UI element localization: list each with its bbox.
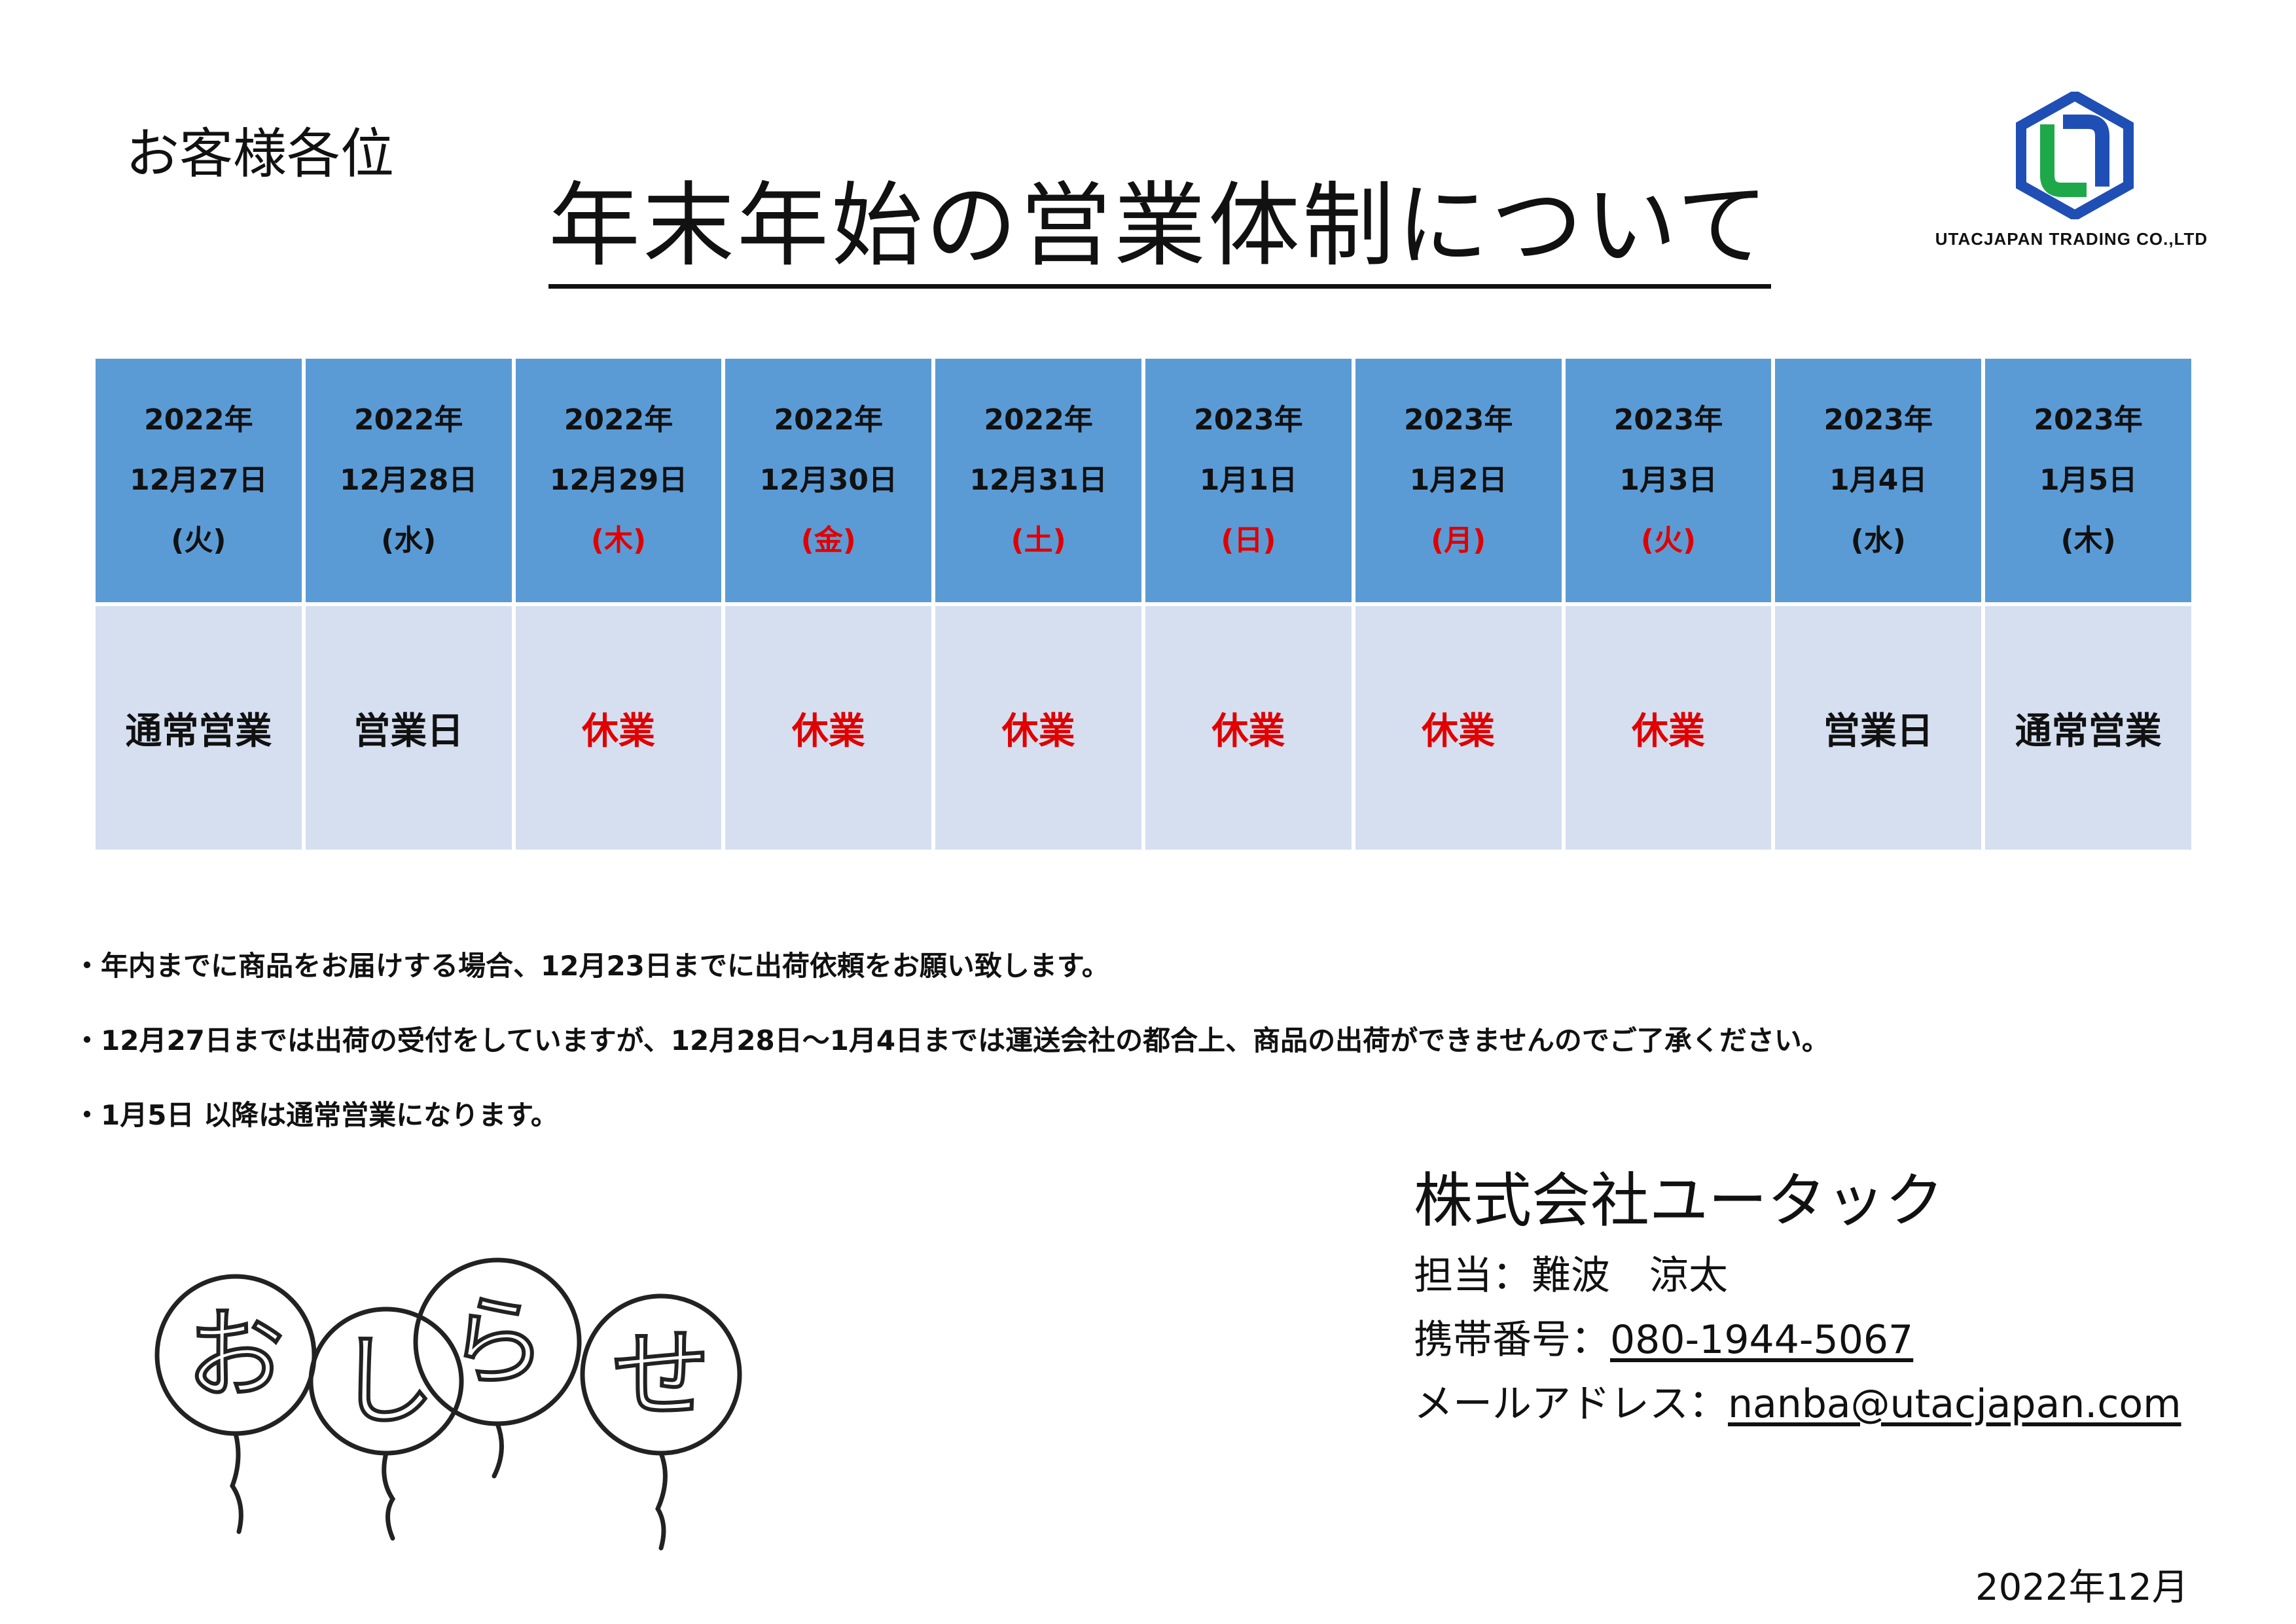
- status-cell: 休業: [725, 606, 932, 850]
- company-logo: UTACJAPAN TRADING CO.,LTD: [1918, 92, 2225, 255]
- schedule-date-row: 2022年 12月27日 (火) 2022年 12月28日 (水) 2022年 12月29…: [96, 359, 2191, 602]
- balloons-icon: お し ら せ: [154, 1257, 742, 1551]
- status-cell: 営業日: [305, 606, 512, 850]
- status-cell: 通常営業: [1985, 606, 2191, 850]
- date-cell: 2022年 12月28日 (水): [305, 359, 512, 602]
- schedule-table: 2022年 12月27日 (火) 2022年 12月28日 (水) 2022年 12月29…: [92, 355, 2195, 854]
- note-item: ・12月27日までは出荷の受付をしていますが、12月28日～1月4日までは運送会…: [73, 1024, 1829, 1056]
- status-cell: 休業: [1565, 606, 1772, 850]
- status-cell: 営業日: [1775, 606, 1982, 850]
- date-cell: 2023年 1月3日 (火): [1565, 359, 1772, 602]
- company-english-name: UTACJAPAN TRADING CO.,LTD: [1935, 229, 2208, 249]
- contact-block: 株式会社ユータック 担当：難波 涼太 携帯番号：080-1944-5067 メー…: [1414, 1165, 2181, 1436]
- balloon-letter: お: [187, 1299, 285, 1413]
- status-cell: 休業: [1355, 606, 1562, 850]
- email-link[interactable]: nanba@utacjapan.com: [1728, 1381, 2181, 1427]
- status-cell: 休業: [515, 606, 722, 850]
- issue-date: 2022年12月: [1975, 1566, 2189, 1609]
- note-item: ・年内までに商品をお届けする場合、12月23日までに出荷依頼をお願い致します。: [73, 950, 1109, 982]
- balloon-letter: せ: [612, 1318, 710, 1432]
- salutation: お客様各位: [126, 123, 395, 185]
- date-cell: 2022年 12月31日 (土): [935, 359, 1141, 602]
- date-cell: 2023年 1月4日 (水): [1775, 359, 1982, 602]
- contact-email: メールアドレス：nanba@utacjapan.com: [1414, 1381, 2181, 1427]
- status-cell: 休業: [935, 606, 1141, 850]
- company-name: 株式会社ユータック: [1414, 1166, 1944, 1235]
- date-cell: 2023年 1月5日 (木): [1985, 359, 2191, 602]
- balloon-letter: ら: [448, 1286, 547, 1399]
- date-cell: 2022年 12月30日 (金): [725, 359, 932, 602]
- balloon-letter: し: [337, 1325, 435, 1439]
- date-cell: 2023年 1月1日 (日): [1145, 359, 1352, 602]
- phone-link[interactable]: 080-1944-5067: [1610, 1317, 1914, 1363]
- status-cell: 休業: [1145, 606, 1352, 850]
- contact-phone: 携帯番号：080-1944-5067: [1414, 1317, 1914, 1363]
- note-item: ・1月5日 以降は通常営業になります。: [73, 1099, 558, 1131]
- hexagon-logo-icon: [2016, 92, 2134, 219]
- status-cell: 通常営業: [96, 606, 302, 850]
- date-cell: 2022年 12月29日 (木): [515, 359, 722, 602]
- schedule-status-row: 通常営業 営業日 休業 休業 休業 休業 休業 休業 営業日 通常営業: [96, 606, 2191, 850]
- page-title: 年末年始の営業体制について: [548, 171, 1771, 289]
- notes: ・年内までに商品をお届けする場合、12月23日までに出荷依頼をお願い致します。 …: [73, 947, 1829, 1170]
- contact-person: 担当：難波 涼太: [1414, 1253, 1728, 1299]
- oshirase-balloons-illustration: お し ら せ: [151, 1244, 766, 1561]
- date-cell: 2022年 12月27日 (火): [96, 359, 302, 602]
- date-cell: 2023年 1月2日 (月): [1355, 359, 1562, 602]
